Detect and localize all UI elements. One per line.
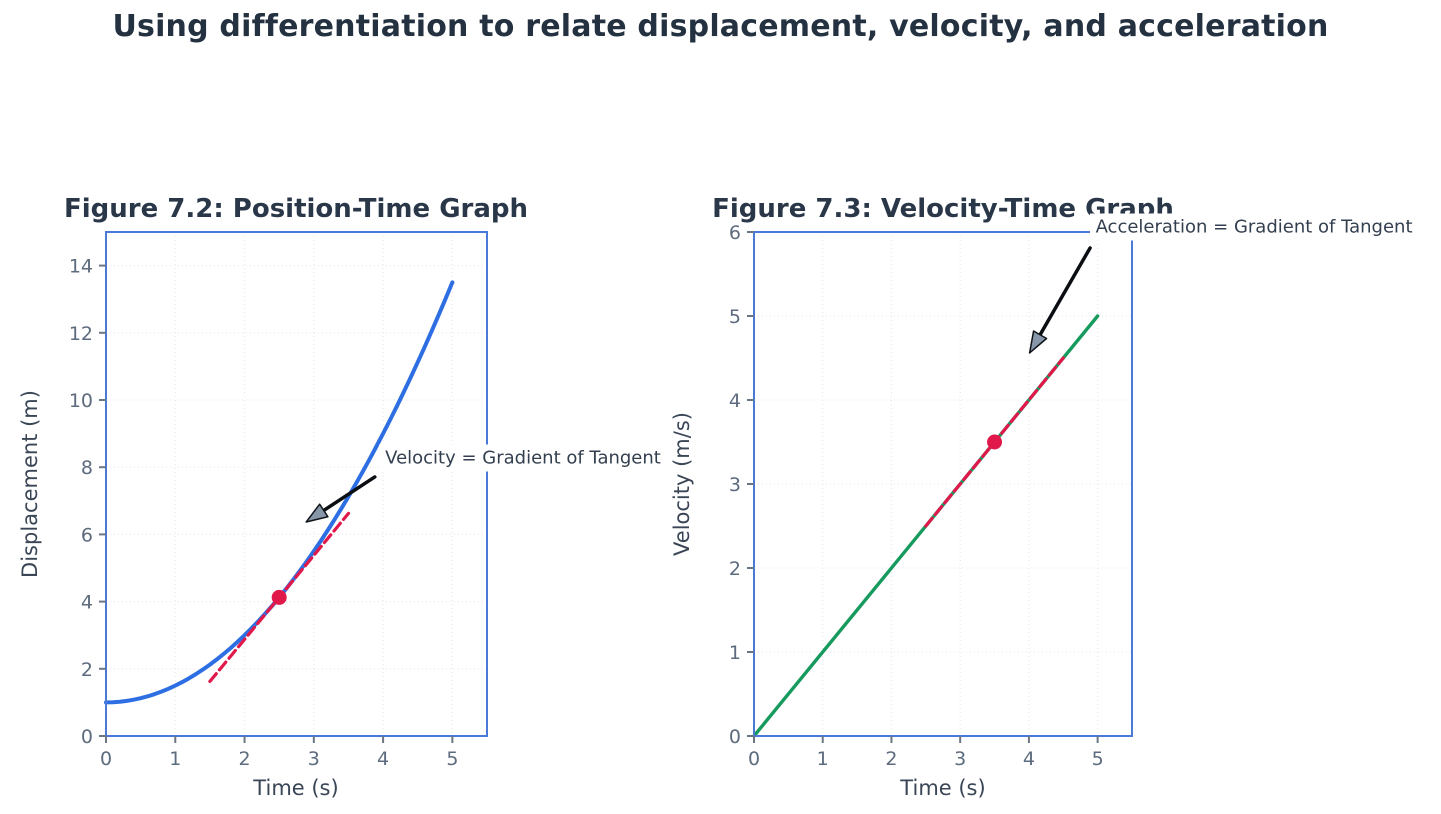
x-tick-label: 2 xyxy=(885,748,897,770)
displacement-curve xyxy=(104,280,455,705)
x-tick-label: 5 xyxy=(1092,748,1104,770)
x-axis-label-position-chart: Time (s) xyxy=(253,776,339,800)
chart-area-1: 0 1 2 3 4 5 0 1 2 3 4 5 6 xyxy=(729,222,1133,770)
figure-7-2-title: Figure 7.2: Position-Time Graph xyxy=(63,194,529,224)
y-tick-label: 5 xyxy=(729,306,741,328)
plot-border xyxy=(105,231,488,737)
y-tick-label: 6 xyxy=(81,524,93,546)
y-tick-label: 1 xyxy=(729,642,741,664)
annotation-velocity-gradient: Velocity = Gradient of Tangent xyxy=(379,444,667,472)
x-tick-label: 3 xyxy=(954,748,966,770)
y-tick-label: 8 xyxy=(81,457,93,479)
y-tick-label: 3 xyxy=(729,474,741,496)
y-tick-label: 12 xyxy=(69,323,93,345)
y-tick-label: 4 xyxy=(729,390,741,412)
tangent-point-marker xyxy=(987,434,1003,450)
annotation-arrow-shaft xyxy=(319,475,377,514)
x-tick-label: 3 xyxy=(308,748,320,770)
x-tick-label: 1 xyxy=(817,748,829,770)
y-tick-label: 14 xyxy=(69,256,93,278)
x-tick-label: 1 xyxy=(169,748,181,770)
page-title: Using differentiation to relate displace… xyxy=(112,9,1329,44)
x-tick-label: 5 xyxy=(446,748,458,770)
annotation-arrow-shaft xyxy=(1036,246,1092,340)
y-tick-label: 4 xyxy=(81,592,93,614)
y-tick-label: 6 xyxy=(729,222,741,244)
annotation-acceleration-gradient: Acceleration = Gradient of Tangent xyxy=(1089,213,1419,241)
x-tick-label: 0 xyxy=(100,748,112,770)
x-tick-label: 0 xyxy=(748,748,760,770)
annotation-arrow-head xyxy=(1028,330,1048,354)
x-axis-label-velocity-chart: Time (s) xyxy=(900,776,986,800)
y-tick-label: 10 xyxy=(69,390,93,412)
x-tick-label: 4 xyxy=(1023,748,1035,770)
tangent-point-marker xyxy=(271,589,287,605)
x-tick-label: 2 xyxy=(238,748,250,770)
x-tick-label: 4 xyxy=(377,748,389,770)
y-tick-label: 0 xyxy=(81,726,93,748)
y-tick-label: 2 xyxy=(729,558,741,580)
y-tick-label: 2 xyxy=(81,659,93,681)
annotation-arrow-head xyxy=(305,503,329,523)
y-tick-label: 0 xyxy=(729,726,741,748)
